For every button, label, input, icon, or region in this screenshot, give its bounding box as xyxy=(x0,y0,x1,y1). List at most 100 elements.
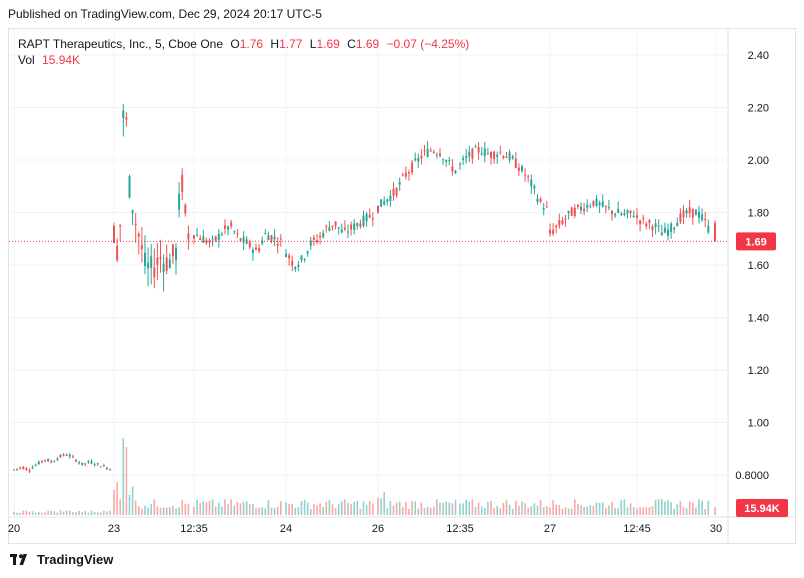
candle-body xyxy=(380,199,383,207)
candle-body xyxy=(654,223,657,228)
footer-brand[interactable]: TradingView xyxy=(10,552,113,567)
candle-body xyxy=(75,459,77,462)
volume-bar xyxy=(586,506,588,515)
volume-bar xyxy=(138,506,140,515)
volume-bar xyxy=(398,501,401,515)
candle-body xyxy=(561,220,564,225)
volume-bar xyxy=(465,499,467,515)
volume-bar xyxy=(521,501,523,515)
volume-bar xyxy=(144,505,146,515)
volume-bar xyxy=(285,502,287,515)
volume-bar xyxy=(337,504,340,515)
volume-bar xyxy=(645,507,648,515)
candle-body xyxy=(276,243,279,246)
candle-body xyxy=(71,456,74,458)
volume-bar xyxy=(429,507,432,515)
volume-bar xyxy=(589,504,592,515)
volume-bar xyxy=(230,499,232,515)
candle-body xyxy=(639,220,642,225)
candle-body xyxy=(629,210,632,213)
candle-body xyxy=(530,179,533,187)
volume-bar xyxy=(28,511,31,515)
volume-bar xyxy=(208,500,211,515)
candle-body xyxy=(442,159,445,161)
volume-bar xyxy=(620,500,623,515)
candle-body xyxy=(626,210,629,214)
candle-body xyxy=(291,260,294,266)
candle-body xyxy=(337,227,340,229)
volume-bar xyxy=(50,510,52,515)
candle-body xyxy=(673,227,676,230)
candle-body xyxy=(583,208,586,212)
volume-bar xyxy=(511,508,514,515)
candle-body xyxy=(558,220,561,226)
candle-body xyxy=(545,206,548,208)
volume-bar xyxy=(377,497,379,515)
footer-brand-label: TradingView xyxy=(37,552,114,567)
candle-body xyxy=(171,244,174,257)
candle-body xyxy=(184,204,187,214)
volume-bar xyxy=(44,512,46,515)
volume-bar xyxy=(474,507,477,515)
candle-body xyxy=(50,461,53,463)
volume-bar xyxy=(59,510,62,515)
candle-body xyxy=(398,182,401,185)
volume-bar xyxy=(264,508,267,515)
volume-bar xyxy=(106,511,108,515)
candle-body xyxy=(521,166,523,172)
volume-bar xyxy=(508,504,511,515)
volume-bar xyxy=(667,499,669,515)
volume-bar xyxy=(598,502,601,515)
candle-body xyxy=(417,157,420,162)
candle-body xyxy=(362,215,365,226)
volume-bar xyxy=(608,505,610,515)
candle-body xyxy=(134,223,137,226)
volume-bar xyxy=(408,508,410,515)
candle-body xyxy=(377,205,379,213)
volume-bar xyxy=(664,501,666,515)
volume-bar xyxy=(31,511,34,515)
candle-body xyxy=(347,231,349,233)
candle-body xyxy=(511,156,514,159)
volume-bar xyxy=(480,506,483,515)
candle-body xyxy=(297,264,300,267)
volume-bar xyxy=(583,506,585,515)
volume-bar xyxy=(436,499,438,515)
volume-bar xyxy=(561,508,564,515)
x-tick-label: 24 xyxy=(280,523,292,535)
volume-bar xyxy=(617,508,619,515)
open-label: O xyxy=(230,37,240,51)
candle-body xyxy=(477,147,480,153)
volume-bar xyxy=(454,499,457,515)
candle-body xyxy=(517,167,520,171)
candle-body xyxy=(465,156,468,158)
candle-body xyxy=(499,151,502,153)
candle-body xyxy=(334,221,337,226)
candle-body xyxy=(707,225,710,233)
volume-bar xyxy=(255,508,257,515)
volume-bar xyxy=(347,502,349,515)
volume-bar xyxy=(359,508,362,515)
candle-body xyxy=(404,172,407,177)
volume-bar xyxy=(642,507,644,515)
volume-bar xyxy=(205,501,208,515)
candle-body xyxy=(714,223,716,242)
candle-body xyxy=(178,193,181,210)
volume-bar xyxy=(175,508,177,515)
volume-bar xyxy=(22,510,25,515)
volume-bar xyxy=(25,510,28,515)
volume-bar xyxy=(103,510,105,515)
candle-body xyxy=(586,204,589,208)
candle-body xyxy=(196,234,199,236)
volume-bar xyxy=(341,501,343,515)
volume-bar xyxy=(78,510,80,515)
candle-body xyxy=(432,151,435,153)
volume-bar xyxy=(661,499,663,515)
candle-body xyxy=(62,454,65,456)
candle-body xyxy=(187,233,190,240)
symbol-title[interactable]: RAPT Therapeutics, Inc., 5, Cboe One xyxy=(18,37,223,51)
volume-bar xyxy=(93,511,96,515)
chart-frame[interactable] xyxy=(8,28,796,544)
volume-bar xyxy=(574,499,576,515)
